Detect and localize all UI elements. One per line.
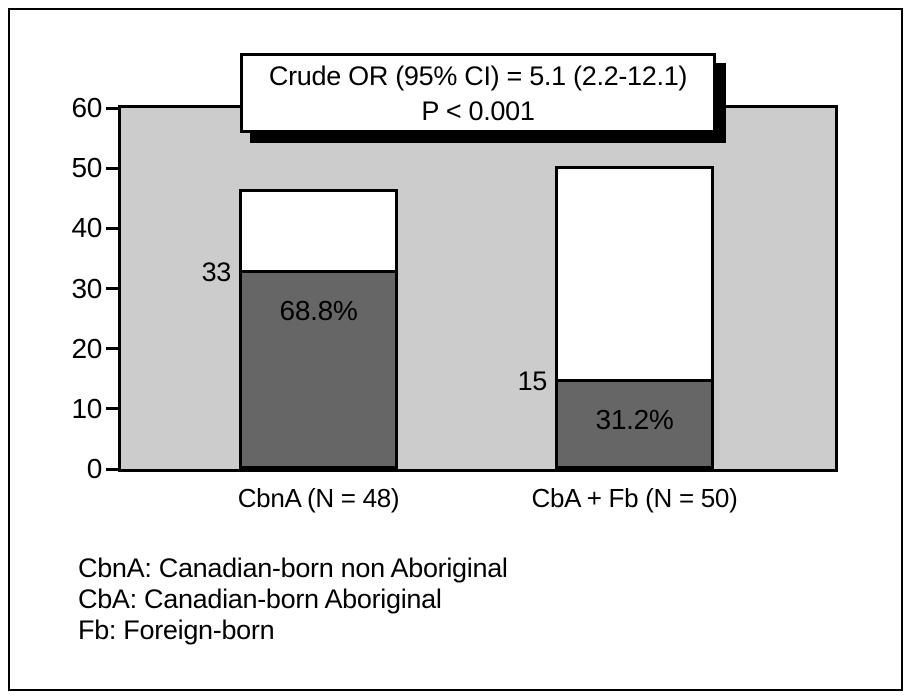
y-axis-tick-label: 60: [71, 92, 102, 123]
annotation-line-2: P < 0.001: [421, 96, 535, 126]
footnote-line-fb: Fb: Foreign-born: [78, 615, 275, 645]
bar-percent-label: 68.8%: [279, 295, 358, 327]
y-axis-tick: [106, 287, 118, 290]
y-axis-tick: [106, 347, 118, 351]
y-axis-tick-label: 20: [71, 332, 102, 364]
y-axis-tick: [106, 166, 118, 170]
figure-border: [8, 8, 903, 691]
y-axis-tick: [106, 407, 118, 411]
y-axis-tick-label: 50: [71, 152, 102, 184]
stacked-bar: [239, 189, 398, 469]
y-axis-tick: [106, 106, 118, 110]
y-axis-tick: [106, 226, 118, 230]
bar-count-label: 33: [201, 257, 232, 288]
plot-area: 0 10 20 30 40 50 60 33 68.8% CbnA (N = 48) 15 31.2%…: [71, 93, 838, 513]
y-axis-tick-label: 40: [71, 212, 102, 244]
footnote-line-cba: CbA: Canadian-born Aboriginal: [78, 584, 442, 614]
y-axis-tick-label: 0: [86, 453, 103, 484]
bar-dark-segment: [558, 379, 711, 466]
bar-percent-label: 31.2%: [595, 403, 674, 435]
stacked-bar: [555, 166, 714, 469]
x-axis-label: CbnA (N = 48): [237, 483, 400, 513]
annotation-line-1: Crude OR (95% CI) = 5.1 (2.2-12.1): [268, 61, 688, 91]
y-axis-tick-label: 30: [71, 272, 102, 304]
bar-dark-segment: [242, 270, 395, 466]
footnote-key: CbnA: Canadian-born non Aboriginal CbA: …: [78, 553, 508, 646]
y-axis-tick-label: 10: [71, 392, 102, 424]
footnote-line-cbna: CbnA: Canadian-born non Aboriginal: [78, 553, 508, 583]
bar-count-label: 15: [517, 365, 548, 396]
y-axis-tick: [106, 467, 118, 471]
x-axis-label: CbA + Fb (N = 50): [531, 483, 738, 513]
annotation-box: Crude OR (95% CI) = 5.1 (2.2-12.1) P < 0…: [240, 53, 716, 133]
